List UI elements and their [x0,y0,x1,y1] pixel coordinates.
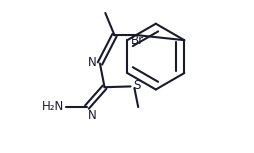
Text: S: S [132,79,140,92]
Text: N: N [87,56,96,69]
Text: N: N [87,109,96,122]
Text: Br: Br [131,34,144,47]
Text: H₂N: H₂N [42,100,64,113]
